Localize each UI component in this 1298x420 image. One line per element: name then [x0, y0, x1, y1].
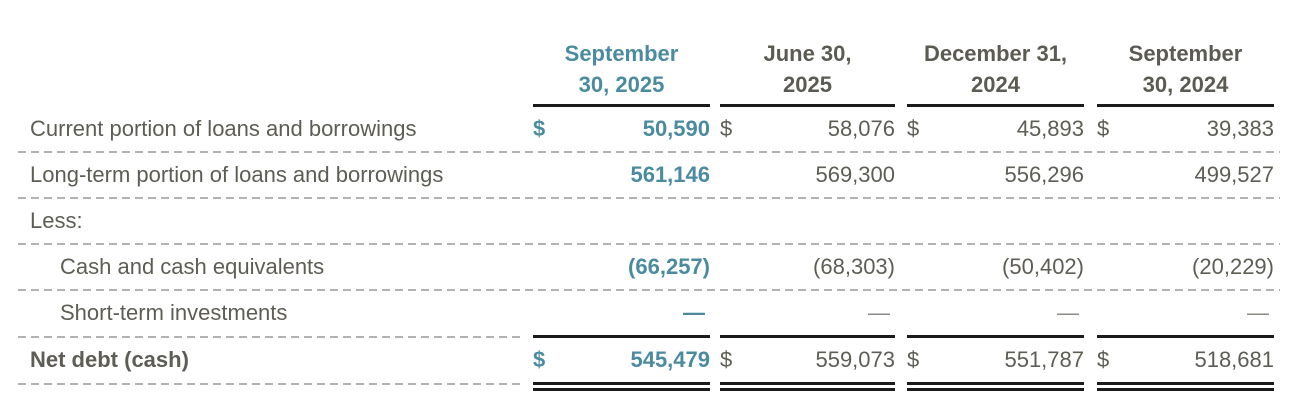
netdebt-top-rule [0, 335, 1298, 338]
header-line-1: June 30, [763, 41, 852, 66]
cell-value: 50,590 [642, 116, 710, 141]
header-line-1: December 31, [923, 41, 1068, 66]
column-header-june-30-2025: June 30, 2025 [720, 38, 895, 107]
currency-symbol: $ [1097, 116, 1110, 141]
solid-rule-segment [1097, 335, 1274, 338]
double-rule-segment [907, 382, 1084, 391]
row-label: Long-term portion of loans and borrowing… [30, 162, 444, 187]
currency-symbol: $ [720, 347, 733, 372]
currency-symbol: $ [907, 116, 920, 141]
header-line-1: September [1128, 41, 1243, 66]
double-rule-segment [720, 382, 895, 391]
cell-sep-30-2025: — [533, 300, 710, 326]
cell-value: 569,300 [815, 162, 895, 187]
column-header-september-30-2024: September 30, 2024 [1097, 38, 1274, 107]
cell-jun-30-2025: — [720, 300, 895, 326]
cell-value: 45,893 [1016, 116, 1084, 141]
row-divider [18, 197, 1280, 199]
solid-rule-segment [907, 335, 1084, 338]
cell-value: (68,303) [813, 254, 895, 279]
currency-symbol: $ [533, 116, 546, 141]
row-divider [18, 289, 1280, 291]
header-line-2: 30, 2025 [578, 72, 665, 97]
table-row-current-portion: Current portion of loans and borrowings … [0, 107, 1298, 151]
cell-dec-31-2024: $ 45,893 [907, 116, 1084, 142]
double-rule-segment [1097, 382, 1274, 391]
label-dash-segment [18, 383, 520, 385]
currency-symbol: $ [533, 347, 546, 372]
cell-value: 499,527 [1194, 162, 1274, 187]
currency-symbol: $ [1097, 347, 1110, 372]
cell-jun-30-2025: $ 559,073 [720, 347, 895, 373]
currency-symbol: $ [907, 347, 920, 372]
label-dash-segment [18, 336, 520, 338]
table-row-net-debt: Net debt (cash) $ 545,479 $ 559,073 $ 55… [0, 338, 1298, 382]
cell-sep-30-2024: — [1097, 300, 1274, 326]
cell-dec-31-2024: — [907, 300, 1084, 326]
cell-sep-30-2025: $ 545,479 [533, 347, 710, 373]
header-line-2: 2024 [971, 72, 1020, 97]
row-label: Current portion of loans and borrowings [30, 116, 417, 141]
cell-value: 559,073 [815, 347, 895, 372]
header-line-1: September [564, 41, 679, 66]
row-divider [18, 243, 1280, 245]
solid-rule-segment [720, 335, 895, 338]
row-label: Less: [30, 208, 83, 233]
cell-sep-30-2024: $ 518,681 [1097, 347, 1274, 373]
cell-value: 58,076 [827, 116, 895, 141]
cell-value: 556,296 [1004, 162, 1084, 187]
netdebt-bottom-rule [0, 382, 1298, 391]
cell-value: 545,479 [630, 347, 710, 372]
cell-value: 561,146 [630, 162, 710, 187]
cell-sep-30-2024: (20,229) [1097, 254, 1274, 280]
cell-value: 551,787 [1004, 347, 1084, 372]
cell-sep-30-2025: (66,257) [533, 254, 710, 280]
cell-dec-31-2024: $ 551,787 [907, 347, 1084, 373]
nil-dash: — [1247, 300, 1270, 325]
table-row-cash-equivalents: Cash and cash equivalents (66,257) (68,3… [0, 245, 1298, 289]
header-line-2: 2025 [783, 72, 832, 97]
row-label: Cash and cash equivalents [60, 254, 325, 279]
column-header-september-30-2025: September 30, 2025 [533, 38, 710, 107]
table-row-less: Less: [0, 199, 1298, 243]
cell-dec-31-2024: 556,296 [907, 162, 1084, 188]
table-row-long-term-portion: Long-term portion of loans and borrowing… [0, 153, 1298, 197]
cell-sep-30-2025: $ 50,590 [533, 116, 710, 142]
nil-dash: — [868, 300, 891, 325]
double-rule-segment [533, 382, 710, 391]
nil-dash: — [683, 300, 706, 325]
currency-symbol: $ [720, 116, 733, 141]
cell-dec-31-2024: (50,402) [907, 254, 1084, 280]
cell-jun-30-2025: 569,300 [720, 162, 895, 188]
column-header-december-31-2024: December 31, 2024 [907, 38, 1084, 107]
table-header-row: September 30, 2025 June 30, 2025 Decembe… [0, 34, 1298, 107]
row-label: Short-term investments [60, 300, 288, 325]
cell-jun-30-2025: (68,303) [720, 254, 895, 280]
table-row-short-term-investments: Short-term investments — — — — [0, 291, 1298, 335]
cell-value: 39,383 [1206, 116, 1274, 141]
solid-rule-segment [533, 335, 710, 338]
header-line-2: 30, 2024 [1142, 72, 1229, 97]
cell-value: (50,402) [1002, 254, 1084, 279]
row-divider [18, 151, 1280, 153]
cell-sep-30-2024: $ 39,383 [1097, 116, 1274, 142]
row-label: Net debt (cash) [30, 347, 189, 372]
cell-value: (66,257) [628, 254, 710, 279]
nil-dash: — [1057, 300, 1080, 325]
cell-value: (20,229) [1192, 254, 1274, 279]
cell-sep-30-2025: 561,146 [533, 162, 710, 188]
cell-value: 518,681 [1194, 347, 1274, 372]
cell-sep-30-2024: 499,527 [1097, 162, 1274, 188]
cell-jun-30-2025: $ 58,076 [720, 116, 895, 142]
